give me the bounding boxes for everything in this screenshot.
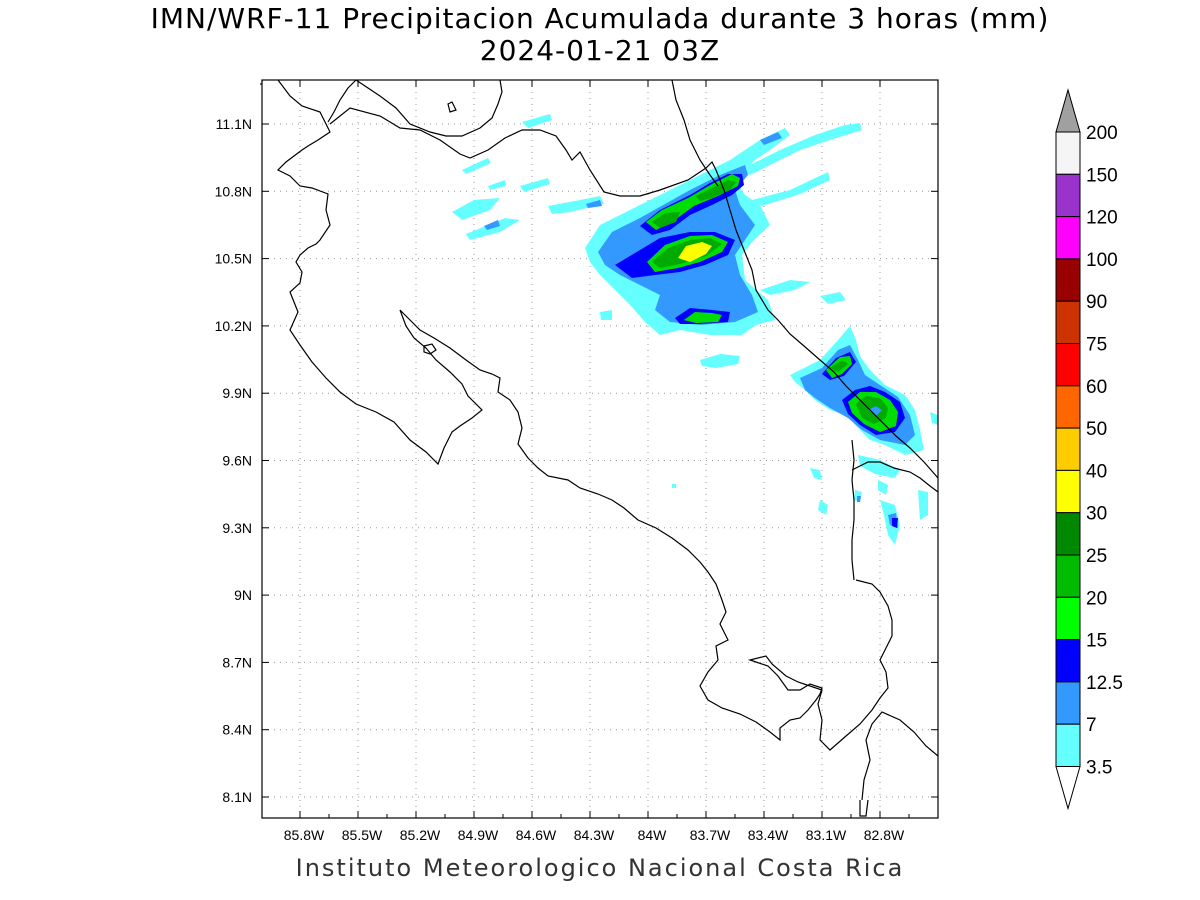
graticule [262,80,938,818]
colorbar-bottom-arrow [1055,766,1081,811]
colorbar-swatch [1055,300,1081,345]
colorbar-swatch [1055,385,1081,429]
lat-tick-label: 10.5N [215,251,252,267]
colorbar-swatch [1055,554,1081,598]
colorbar-label: 200 [1086,123,1118,144]
colorbar-swatch [1055,343,1081,387]
lon-tick-label: 85.2W [400,827,441,843]
lat-tick-label: 9.3N [222,520,252,536]
colorbar-swatch [1055,723,1081,768]
lat-tick-label: 10.8N [215,183,252,199]
colorbar-label: 90 [1086,292,1107,313]
lon-tick-label: 83.1W [806,827,847,843]
lat-tick-label: 11.1N [216,116,252,132]
colorbar-label: 150 [1086,165,1118,186]
footer-credit: Instituto Meteorologico Nacional Costa R… [295,854,905,882]
map-frame [261,79,939,819]
colorbar-label: 3.5 [1086,758,1112,779]
colorbar-swatch [1055,681,1081,725]
colorbar-swatch [1055,639,1081,683]
lon-tick-label: 83.7W [690,827,731,843]
colorbar-swatch [1055,596,1081,641]
lat-tick-label: 9N [234,587,252,603]
lat-tick-label: 8.1N [222,789,252,805]
map-title: IMN/WRF-11 Precipitacion Acumulada duran… [150,2,1050,35]
lat-tick-label: 10.2N [215,318,252,334]
colorbar-swatch [1055,427,1081,471]
lon-tick-label: 84.9W [458,827,499,843]
colorbar-label: 60 [1086,377,1107,398]
colorbar-swatch [1055,131,1081,175]
lon-tick-label: 84.3W [574,827,615,843]
colorbar-swatch [1055,216,1081,260]
colorbar-label: 40 [1086,461,1107,482]
colorbar-swatch [1055,258,1081,302]
colorbar-label: 30 [1086,504,1107,525]
lon-tick-label: 82.8W [864,827,905,843]
colorbar-swatch [1055,173,1081,218]
colorbar-label: 50 [1086,419,1107,440]
colorbar-label: 12.5 [1086,673,1123,694]
colorbar-label: 75 [1086,335,1107,356]
lat-tick-label: 8.7N [222,654,252,670]
colorbar-label: 25 [1086,546,1107,567]
colorbar-label: 100 [1086,250,1118,271]
lat-tick-label: 8.4N [222,722,252,738]
colorbar-top-arrow [1055,88,1081,133]
colorbar-label: 15 [1086,631,1107,652]
coastlines-and-borders [260,79,939,817]
lon-tick-label: 83.4W [748,827,789,843]
lat-tick-label: 9.9N [222,385,252,401]
colorbar-legend: 200 150 120 100 90 75 60 50 40 30 25 20 15 12.5 7 3.5 [1055,88,1123,811]
lon-tick-label: 84.6W [516,827,557,843]
precipitation-shading [452,114,938,545]
lon-tick-label: 85.5W [342,827,383,843]
colorbar-label: 7 [1086,715,1097,736]
longitude-axis: 85.8W 85.5W 85.2W 84.9W 84.6W 84.3W 84W 83.7W 83… [284,80,910,843]
colorbar-swatch [1055,469,1081,514]
colorbar-label: 20 [1086,588,1107,609]
lon-tick-label: 84W [638,827,668,843]
colorbar-swatch [1055,512,1081,556]
lat-tick-label: 9.6N [222,453,252,469]
lon-tick-label: 85.8W [284,827,325,843]
map-subtitle: 2024-01-21 03Z [479,34,721,67]
latitude-axis: 11.1N 10.8N 10.5N 10.2N 9.9N 9.6N 9.3N 9N 8.7N 8.… [215,116,938,805]
colorbar-label: 120 [1086,208,1118,229]
